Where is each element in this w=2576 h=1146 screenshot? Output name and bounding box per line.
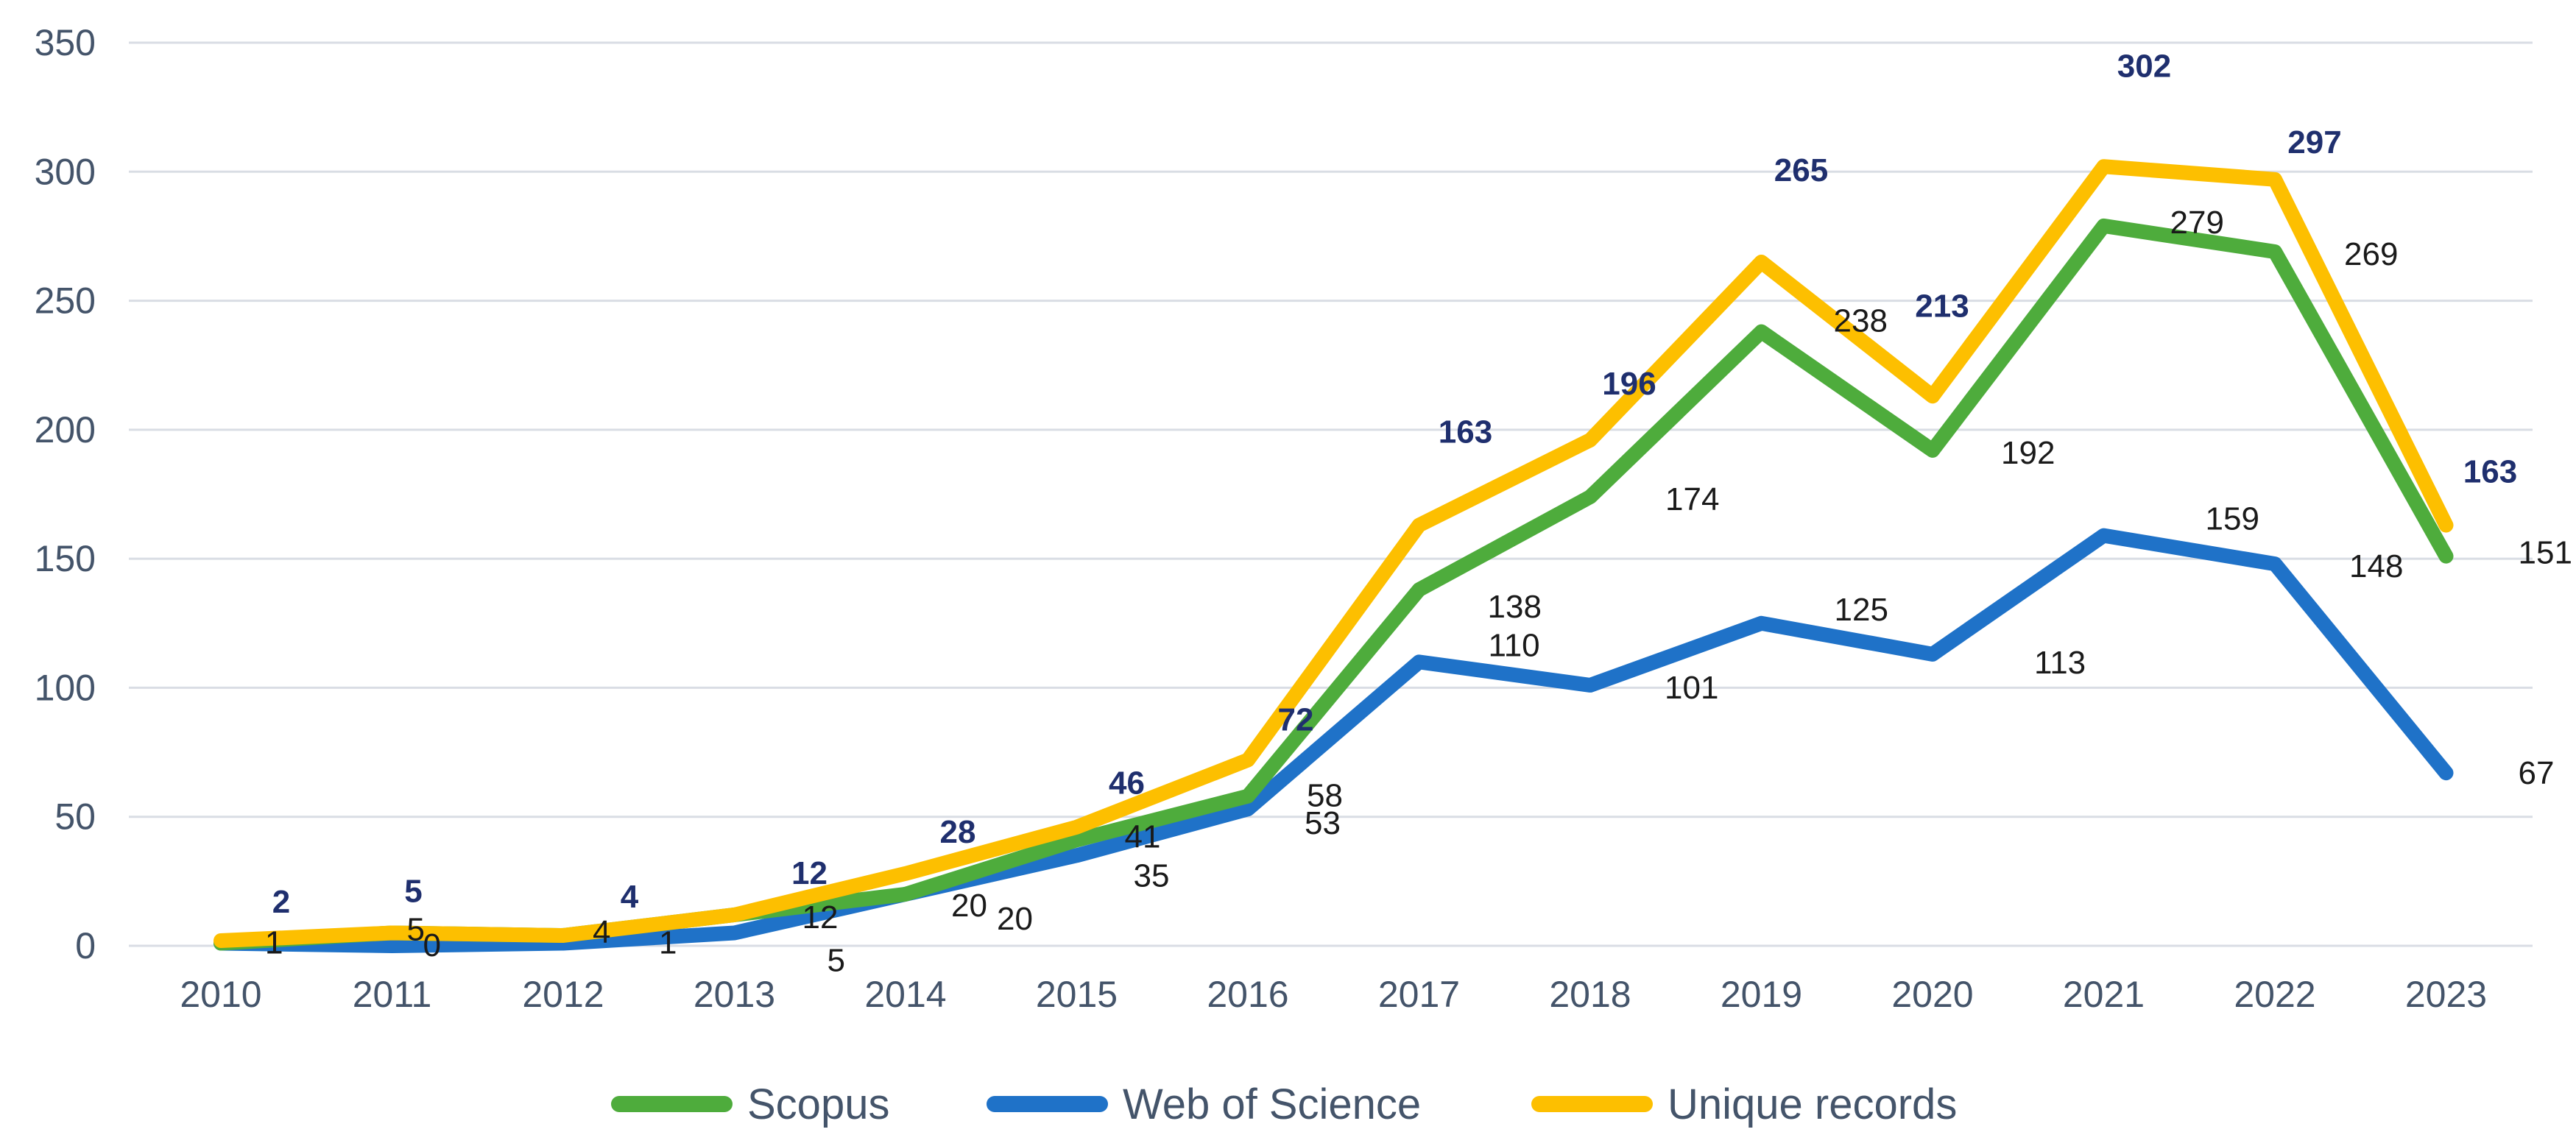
- x-tick-label: 2011: [353, 974, 432, 1015]
- x-tick-label: 2014: [864, 974, 946, 1015]
- x-tick-label: 2017: [1378, 974, 1460, 1015]
- y-tick-label: 150: [35, 538, 96, 579]
- x-tick-label: 2018: [1549, 974, 1631, 1015]
- data-label-scopus: 138: [1488, 589, 1542, 625]
- data-label-web-of-science: 110: [1489, 627, 1540, 663]
- data-label-web-of-science: 101: [1665, 670, 1718, 706]
- legend-label: Unique records: [1668, 1080, 1957, 1128]
- data-label-scopus: 174: [1665, 481, 1719, 517]
- series-line-unique-records: [214, 159, 2454, 948]
- data-label-unique-records: 265: [1774, 152, 1828, 188]
- data-label-web-of-science: 125: [1835, 592, 1888, 628]
- data-label-scopus: 4: [593, 914, 610, 950]
- data-label-scopus: 238: [1834, 303, 1888, 339]
- data-label-scopus: 269: [2344, 236, 2398, 272]
- data-label-scopus: 12: [802, 899, 839, 935]
- y-tick-label: 350: [35, 22, 96, 63]
- data-label-unique-records: 28: [940, 814, 976, 850]
- y-tick-label: 300: [35, 151, 96, 192]
- x-tick-label: 2013: [694, 974, 775, 1015]
- x-tick-label: 2019: [1721, 974, 1802, 1015]
- data-label-web-of-science: 20: [997, 901, 1033, 937]
- data-label-unique-records: 4: [621, 879, 639, 915]
- series-line-web-of-science: [214, 528, 2454, 953]
- data-label-scopus: 41: [1125, 818, 1161, 855]
- data-label-scopus: 1: [265, 924, 283, 961]
- x-tick-label: 2015: [1036, 974, 1118, 1015]
- series-lines: [214, 159, 2454, 953]
- data-label-unique-records: 72: [1278, 702, 1314, 738]
- data-label-scopus: 58: [1307, 778, 1343, 814]
- y-tick-label: 250: [35, 280, 96, 322]
- data-label-unique-records: 2: [272, 884, 290, 920]
- data-label-scopus: 151: [2519, 535, 2572, 571]
- legend-swatch: [611, 1096, 733, 1112]
- data-label-scopus: 20: [951, 888, 987, 924]
- legend-label: Scopus: [747, 1080, 889, 1128]
- data-label-unique-records: 46: [1109, 765, 1145, 802]
- legend-label: Web of Science: [1123, 1080, 1421, 1128]
- data-label-web-of-science: 1: [659, 924, 677, 961]
- data-label-web-of-science: 159: [2206, 501, 2259, 537]
- data-label-web-of-science: 1: [265, 924, 283, 961]
- y-tick-label: 200: [35, 409, 96, 450]
- legend-swatch: [987, 1096, 1108, 1112]
- x-tick-label: 2022: [2234, 974, 2315, 1015]
- data-label-scopus: 5: [407, 911, 425, 947]
- y-tick-label: 50: [54, 796, 96, 838]
- data-label-web-of-science: 148: [2349, 548, 2403, 584]
- data-label-unique-records: 213: [1915, 288, 1969, 324]
- y-tick-label: 0: [75, 925, 96, 966]
- data-label-unique-records: 5: [404, 873, 422, 909]
- data-label-web-of-science: 35: [1134, 857, 1170, 894]
- data-label-unique-records: 12: [791, 855, 828, 891]
- legend-swatch: [1531, 1096, 1653, 1112]
- x-tick-label: 2023: [2405, 974, 2487, 1015]
- x-tick-label: 2010: [180, 974, 261, 1015]
- data-label-web-of-science: 67: [2519, 755, 2555, 791]
- x-tick-label: 2021: [2063, 974, 2145, 1015]
- y-tick-label: 100: [35, 667, 96, 708]
- data-label-web-of-science: 5: [828, 942, 845, 978]
- x-tick-label: 2020: [1891, 974, 1973, 1015]
- data-label-unique-records: 302: [2117, 48, 2171, 84]
- data-label-web-of-science: 113: [2034, 645, 2086, 681]
- x-tick-label: 2016: [1207, 974, 1288, 1015]
- data-label-scopus: 279: [2170, 205, 2224, 241]
- data-label-web-of-science: 53: [1305, 805, 1341, 841]
- data-label-scopus: 192: [2001, 435, 2055, 471]
- data-label-web-of-science: 0: [423, 927, 441, 963]
- data-label-unique-records: 163: [1439, 414, 1492, 450]
- x-tick-label: 2012: [522, 974, 604, 1015]
- legend: Scopus Web of Science Unique records: [611, 1080, 1957, 1128]
- data-label-unique-records: 297: [2287, 124, 2341, 160]
- data-label-unique-records: 163: [2463, 454, 2517, 490]
- data-label-unique-records: 196: [1602, 366, 1656, 402]
